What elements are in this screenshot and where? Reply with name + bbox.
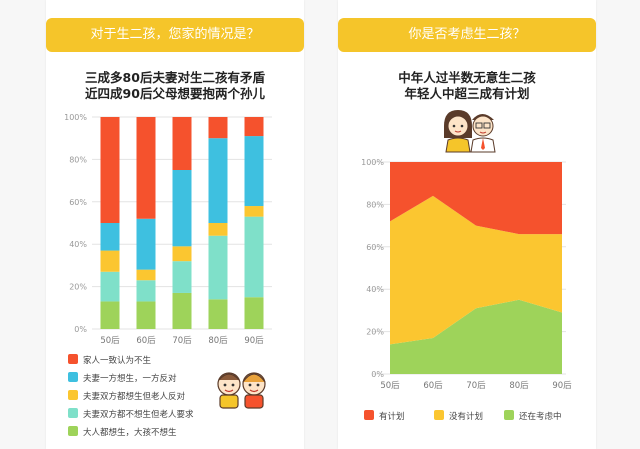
bar-segment	[100, 117, 120, 223]
area-series	[390, 299, 562, 374]
woman-figure	[444, 110, 472, 153]
man-figure	[470, 114, 496, 153]
bar-y-tick-label: 20%	[69, 283, 87, 292]
bar-y-tick-label: 0%	[74, 325, 87, 334]
bar-segment	[244, 136, 264, 207]
bar-legend-swatch	[68, 408, 78, 418]
bar-segment	[172, 246, 192, 262]
area-y-tick-label: 60%	[366, 243, 384, 252]
area-legend-label: 还在考虑中	[519, 411, 562, 422]
bar-segment	[208, 138, 228, 223]
bar-y-tick-label: 80%	[69, 155, 87, 164]
area-y-tick-label: 20%	[366, 328, 384, 337]
bar-segment	[100, 271, 120, 302]
bar-legend-label: 大人都想生，大孩不想生	[83, 427, 177, 438]
bar-segment	[136, 218, 156, 270]
bar-segment	[172, 261, 192, 293]
right-heading-line-1: 中年人过半数无意生二孩	[398, 70, 536, 85]
area-y-tick-label: 40%	[366, 285, 384, 294]
bar-segment	[136, 117, 156, 219]
area-legend-label: 有计划	[379, 411, 405, 422]
family-illustration	[217, 372, 266, 409]
area-x-tick-label: 70后	[466, 380, 486, 391]
bar-legend-label: 夫妻一方想生，一方反对	[83, 373, 177, 384]
bar-segment	[244, 297, 264, 329]
right-banner: 你是否考虑生二孩？	[338, 18, 596, 52]
left-heading-line-1: 三成多80后夫妻对生二孩有矛盾	[85, 70, 265, 85]
bar-x-tick-label: 60后	[136, 335, 156, 345]
area-x-tick-label: 60后	[423, 380, 443, 391]
bar-x-tick-label: 50后	[100, 335, 120, 345]
stacked-bar-chart: 0% 20% 40% 60% 80% 100% 50后 60后 70后 80后 90后	[64, 113, 272, 345]
area-legend-swatch	[434, 410, 444, 420]
bar-legend-swatch	[68, 372, 78, 382]
bar-segment	[136, 301, 156, 329]
area-x-tick-label: 50后	[380, 380, 400, 391]
bar-y-tick-label: 60%	[69, 198, 87, 207]
bar-legend-swatch	[68, 390, 78, 400]
bar-segment	[208, 235, 228, 300]
right-banner-title: 你是否考虑生二孩？	[408, 27, 526, 42]
left-banner: 对于生二孩，您家的情况是？	[46, 18, 304, 52]
bar-segment	[172, 117, 192, 170]
bar-segment	[136, 280, 156, 302]
bar-segment	[244, 117, 264, 137]
area-x-tick-label: 90后	[552, 380, 572, 391]
bar-segment	[244, 216, 264, 298]
bar-y-tick-label: 100%	[64, 113, 87, 122]
grandma-figure	[242, 372, 266, 409]
area-chart-legend: 有计划 没有计划 还在考虑中	[364, 410, 562, 422]
bar-legend-swatch	[68, 354, 78, 364]
bar-segment	[172, 170, 192, 247]
bar-x-tick-label: 90后	[244, 335, 264, 345]
area-legend-swatch	[364, 410, 374, 420]
area-y-tick-label: 80%	[366, 200, 384, 209]
area-series	[390, 162, 562, 235]
right-heading-line-2: 年轻人中超三成有计划	[404, 86, 530, 101]
bar-chart-legend: 家人一致认为不生夫妻一方想生，一方反对夫妻双方都想生但老人反对夫妻双方都不想生但…	[68, 354, 194, 438]
stacked-area-chart: 0% 20% 40% 60% 80% 100% 50后 60后 70后 80后 90后	[361, 158, 572, 391]
bar-legend-label: 家人一致认为不生	[83, 355, 152, 366]
left-heading: 三成多80后夫妻对生二孩有矛盾 近四成90后父母想要抱两个孙儿	[46, 70, 304, 102]
left-banner-title: 对于生二孩，您家的情况是？	[90, 27, 260, 42]
bar-legend-swatch	[68, 426, 78, 436]
bar-legend-label: 夫妻双方都不想生但老人要求	[83, 409, 194, 420]
bar-segment	[208, 299, 228, 329]
bar-segment	[100, 250, 120, 272]
bar-segment	[172, 292, 192, 329]
area-legend-label: 没有计划	[449, 411, 483, 422]
right-heading: 中年人过半数无意生二孩 年轻人中超三成有计划	[338, 70, 596, 102]
bar-legend-label: 夫妻双方都想生但老人反对	[83, 391, 186, 402]
bar-y-tick-label: 40%	[69, 240, 87, 249]
bar-segment	[100, 223, 120, 251]
area-series	[390, 195, 562, 345]
area-y-tick-label: 100%	[361, 158, 384, 167]
area-y-tick-label: 0%	[371, 370, 384, 379]
bar-segment	[208, 223, 228, 236]
area-legend-swatch	[504, 410, 514, 420]
bar-segment	[208, 117, 228, 139]
bar-x-tick-label: 80后	[208, 335, 228, 345]
area-x-tick-label: 80后	[509, 380, 529, 391]
bar-segment	[100, 301, 120, 329]
left-heading-line-2: 近四成90后父母想要抱两个孙儿	[85, 86, 265, 101]
grandpa-figure	[217, 372, 241, 409]
bar-x-tick-label: 70后	[172, 335, 192, 345]
couple-illustration	[444, 110, 496, 153]
bar-segment	[244, 206, 264, 217]
bar-segment	[136, 269, 156, 281]
